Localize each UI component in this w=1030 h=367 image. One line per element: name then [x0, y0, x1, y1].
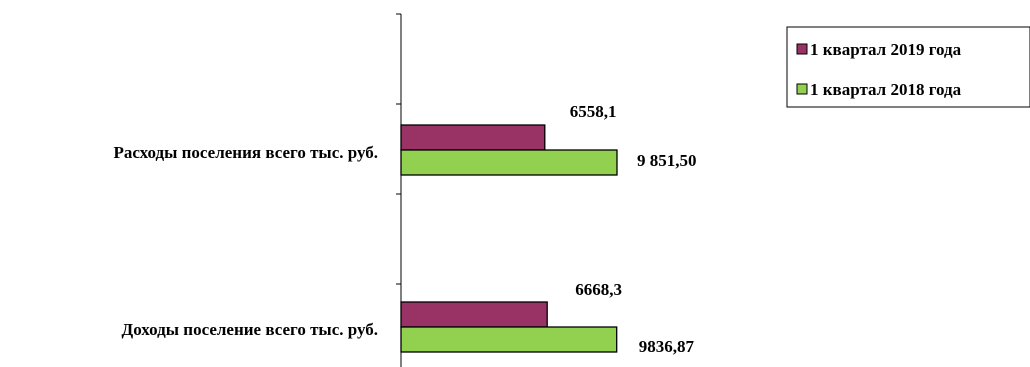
data-label-series-1-category-1: 9836,87 — [639, 337, 695, 356]
category-label-income: Доходы поселение всего тыс. руб. — [122, 320, 378, 339]
bars-group: 6558,1 9 851,50 6668,3 9836,87 — [400, 102, 697, 356]
legend-swatch-2019 — [796, 43, 808, 55]
data-label-series-0-category-1: 6668,3 — [575, 280, 622, 299]
data-label-series-0-category-0: 6558,1 — [570, 102, 617, 121]
data-label-series-1-category-0: 9 851,50 — [637, 151, 697, 170]
bar-series-1-category-1 — [400, 326, 618, 353]
bar-series-1-category-0 — [400, 149, 618, 176]
bar-series-0-category-1 — [400, 301, 548, 328]
legend-box — [786, 26, 1030, 108]
legend-swatch-2018 — [796, 83, 808, 95]
legend: 1 квартал 2019 года 1 квартал 2018 года — [786, 26, 1030, 108]
bar-series-0-category-0 — [400, 124, 546, 151]
legend-label-2018: 1 квартал 2018 года — [810, 80, 962, 99]
legend-label-2019: 1 квартал 2019 года — [810, 40, 962, 59]
category-label-expenses: Расходы поселения всего тыс. руб. — [113, 143, 378, 162]
